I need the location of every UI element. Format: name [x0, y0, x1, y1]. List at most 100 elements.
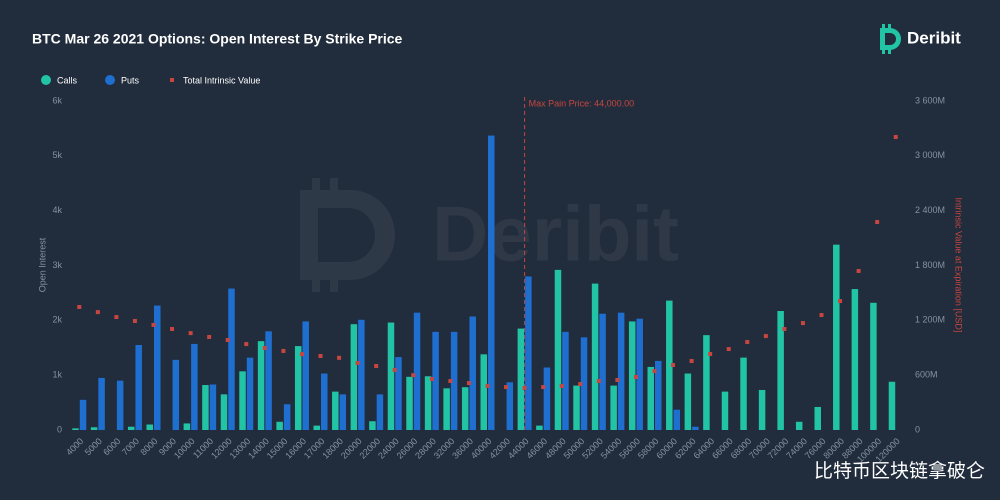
intrinsic-marker: [188, 331, 193, 336]
bar: [777, 311, 784, 430]
legend-label: Puts: [121, 75, 140, 85]
bar: [387, 322, 395, 430]
legend-marker: [170, 78, 175, 82]
bar: [376, 394, 384, 430]
bar: [332, 391, 339, 430]
intrinsic-marker: [708, 351, 713, 356]
intrinsic-marker: [448, 379, 453, 384]
intrinsic-marker: [689, 359, 694, 364]
intrinsic-marker: [392, 367, 397, 372]
bar: [283, 404, 291, 430]
legend-marker: [105, 75, 116, 85]
bar: [703, 335, 710, 430]
bar: [98, 377, 105, 430]
brand-logo: [880, 24, 901, 54]
intrinsic-marker: [782, 327, 787, 332]
bar: [358, 319, 365, 430]
bar: [666, 300, 673, 430]
bar: [610, 385, 617, 430]
bar: [146, 424, 153, 430]
y-tick-label: 2k: [52, 315, 62, 325]
bar: [573, 385, 580, 430]
y2-tick-label: 600M: [915, 370, 938, 380]
y2-tick-label: 3 000M: [915, 150, 945, 160]
bar: [321, 373, 328, 430]
bar: [450, 331, 458, 430]
bar: [90, 427, 98, 430]
intrinsic-marker: [559, 384, 564, 389]
bar: [350, 324, 358, 430]
bar: [740, 357, 747, 430]
brand-name: Deribit: [907, 28, 961, 47]
bar: [72, 428, 79, 430]
bar: [692, 426, 699, 430]
y2-tick-label: 3 600M: [915, 95, 945, 105]
bar: [517, 328, 525, 430]
bar: [833, 244, 840, 430]
bar: [684, 373, 692, 430]
intrinsic-marker: [151, 322, 156, 327]
y-tick-label: 3k: [52, 260, 62, 270]
bar: [413, 312, 421, 430]
source-watermark: 比特币区块链拿破仑: [814, 459, 985, 482]
intrinsic-marker: [633, 374, 638, 379]
bar: [172, 359, 180, 430]
intrinsic-marker: [429, 377, 434, 382]
bar: [265, 331, 272, 430]
bar: [814, 406, 821, 430]
intrinsic-marker: [262, 346, 267, 351]
y-tick-label: 1k: [52, 370, 62, 380]
background-brand: Deribit: [432, 190, 679, 278]
bar: [135, 345, 142, 430]
bar: [554, 269, 562, 430]
intrinsic-marker: [132, 318, 137, 323]
intrinsic-marker: [578, 382, 583, 387]
bar: [432, 331, 439, 430]
chart-title: BTC Mar 26 2021 Options: Open Interest B…: [32, 31, 403, 47]
bar: [302, 321, 309, 430]
bar: [246, 357, 254, 430]
bar: [154, 305, 161, 430]
intrinsic-marker: [114, 315, 119, 320]
intrinsic-marker: [800, 321, 805, 326]
bar: [461, 387, 469, 430]
bar: [488, 135, 495, 431]
intrinsic-marker: [856, 268, 861, 273]
intrinsic-marker: [615, 378, 620, 383]
bar: [525, 276, 532, 430]
bar: [183, 423, 191, 430]
intrinsic-marker: [355, 361, 360, 366]
y2-axis-title: Intrinsic Value at Expiration [USD]: [954, 198, 964, 333]
bar: [239, 371, 246, 430]
bar: [79, 399, 87, 430]
bar: [673, 409, 681, 430]
y-tick-label: 5k: [52, 150, 62, 160]
bar: [406, 376, 413, 430]
bar: [617, 312, 625, 430]
intrinsic-marker: [466, 381, 471, 386]
bar: [313, 425, 320, 430]
intrinsic-marker: [522, 385, 527, 390]
bar: [191, 343, 198, 430]
y2-tick-label: 0: [915, 424, 920, 434]
bar: [562, 331, 569, 430]
y2-tick-label: 2 400M: [915, 205, 945, 215]
bar: [591, 283, 599, 430]
legend-label: Calls: [57, 75, 78, 85]
bar: [480, 354, 487, 430]
bar: [276, 421, 283, 430]
bar: [599, 313, 606, 430]
intrinsic-marker: [318, 353, 323, 358]
intrinsic-marker: [819, 313, 824, 318]
bar: [220, 394, 228, 430]
legend-marker: [41, 75, 51, 85]
bar: [294, 346, 302, 430]
bar: [127, 426, 135, 430]
intrinsic-marker: [763, 334, 768, 339]
intrinsic-marker: [504, 385, 509, 390]
intrinsic-marker: [374, 364, 379, 369]
intrinsic-marker: [745, 339, 750, 344]
bar: [543, 367, 551, 430]
bar: [795, 421, 803, 430]
